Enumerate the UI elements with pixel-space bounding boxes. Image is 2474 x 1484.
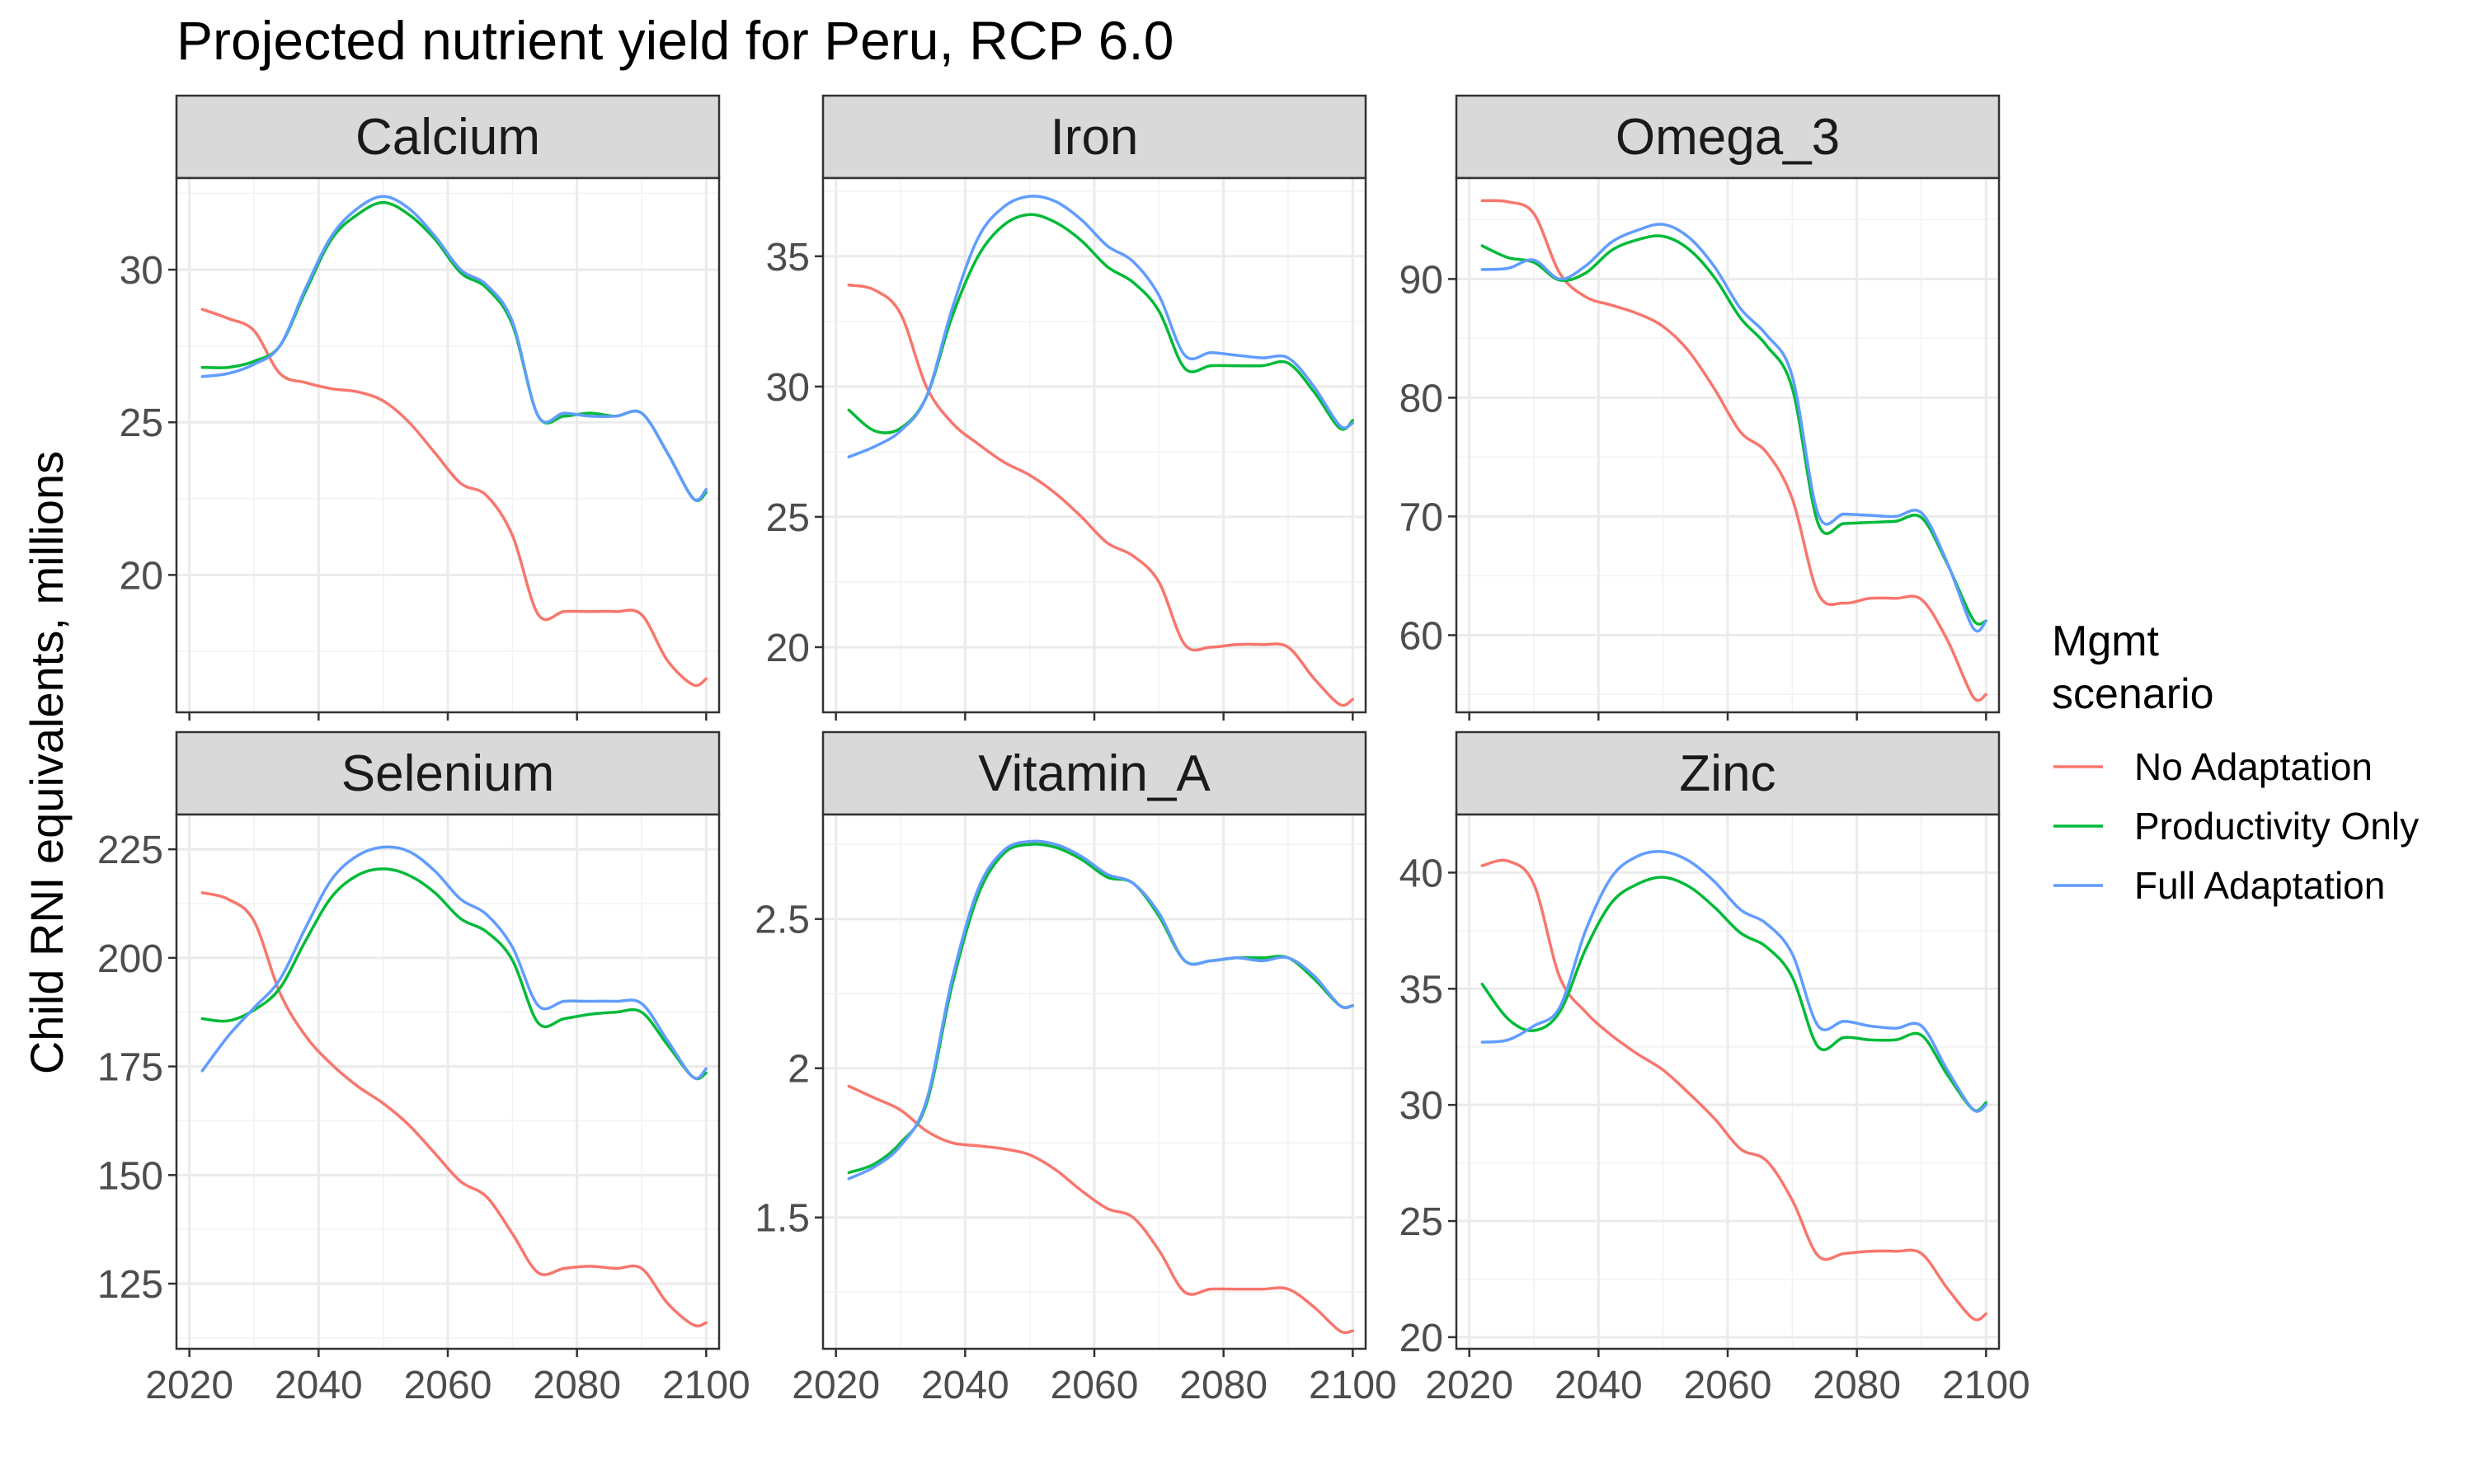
x-tick-label: 2100 — [662, 1364, 750, 1407]
y-tick-label: 30 — [766, 366, 810, 410]
y-tick-label: 125 — [97, 1263, 163, 1307]
y-tick-label: 2.5 — [755, 899, 810, 942]
facet-label: Selenium — [341, 745, 554, 802]
y-tick-label: 90 — [1399, 258, 1443, 302]
facet-strip — [821, 94, 1367, 180]
y-tick-label: 35 — [766, 236, 810, 279]
panel-calcium: Calcium 20 25 30 — [120, 94, 721, 721]
panel-selenium: Selenium 125 150 175 200 225 2020 2040 2060 2080 2… — [97, 730, 750, 1407]
x-tick-label: 2060 — [1051, 1364, 1139, 1407]
y-tick-label: 30 — [1399, 1084, 1443, 1128]
y-tick-label: 70 — [1399, 495, 1443, 539]
facet-label: Omega_3 — [1616, 109, 1840, 166]
x-tick-label: 2100 — [1309, 1364, 1397, 1407]
x-tick-label: 2100 — [1942, 1364, 2030, 1407]
legend-title: Mgmt — [2052, 618, 2160, 665]
legend-label-no-adaptation: No Adaptation — [2134, 745, 2373, 788]
facet-strip — [175, 730, 721, 816]
x-tick-label: 2040 — [1554, 1364, 1643, 1407]
facet-strip — [1455, 730, 2001, 816]
x-tick-label: 2020 — [1425, 1364, 1513, 1407]
series-line-productivity-only — [200, 867, 708, 1081]
series-line-full-adaptation — [1480, 223, 1988, 633]
series-line-no-adaptation — [200, 308, 708, 688]
x-tick-label: 2080 — [533, 1364, 621, 1407]
x-tick-label: 2080 — [1179, 1364, 1268, 1407]
y-tick-label: 80 — [1399, 377, 1443, 420]
series-line-full-adaptation — [200, 195, 708, 502]
x-tick-label: 2040 — [921, 1364, 1009, 1407]
y-tick-label: 40 — [1399, 852, 1443, 895]
x-tick-label: 2020 — [145, 1364, 233, 1407]
series-line-no-adaptation — [847, 1084, 1355, 1335]
series-line-full-adaptation — [1480, 850, 1988, 1113]
facet-label: Vitamin_A — [978, 745, 1211, 802]
facet-label: Iron — [1051, 109, 1139, 166]
series-line-full-adaptation — [847, 195, 1355, 458]
x-tick-label: 2040 — [275, 1364, 363, 1407]
series-line-productivity-only — [1480, 876, 1988, 1112]
x-tick-label: 2020 — [792, 1364, 880, 1407]
panel-omega-3: Omega_3 60 70 80 90 — [1399, 94, 2001, 721]
y-tick-label: 20 — [120, 554, 163, 598]
series-line-no-adaptation — [1480, 858, 1988, 1322]
y-tick-label: 2 — [788, 1048, 810, 1092]
panel-iron: Iron 20 25 30 35 — [766, 94, 1367, 721]
y-tick-label: 25 — [766, 496, 810, 540]
chart-title: Projected nutrient yield for Peru, RCP 6… — [176, 10, 1174, 71]
y-tick-label: 25 — [120, 402, 163, 445]
y-tick-label: 25 — [1399, 1200, 1443, 1244]
y-tick-label: 175 — [97, 1046, 163, 1090]
y-tick-label: 150 — [97, 1154, 163, 1198]
series-line-no-adaptation — [1480, 199, 1988, 702]
legend-label-productivity-only: Productivity Only — [2134, 805, 2419, 848]
legend-title: scenario — [2052, 670, 2214, 718]
panel-zinc: Zinc 20 25 30 35 40 2020 2040 2060 2080 2100 — [1399, 730, 2030, 1407]
y-tick-label: 20 — [1399, 1317, 1443, 1360]
y-axis-title: Child RNI equivalents, millions — [21, 451, 73, 1074]
series-line-full-adaptation — [200, 845, 708, 1080]
facet-strip — [1455, 94, 2001, 180]
series-line-no-adaptation — [200, 891, 708, 1328]
facet-label: Zinc — [1679, 745, 1776, 802]
series-line-full-adaptation — [847, 839, 1355, 1181]
facet-strip — [175, 94, 721, 180]
legend-label-full-adaptation: Full Adaptation — [2134, 864, 2385, 907]
y-tick-label: 35 — [1399, 968, 1443, 1012]
facet-label: Calcium — [355, 109, 540, 166]
panel-vitamin-a: Vitamin_A 1.5 2 2.5 2020 2040 2060 2080 2100 — [755, 730, 1397, 1407]
facet-panels: Calcium 20 25 30 Iron 20 25 30 35 Omega_3 60 70 80 90… — [97, 94, 2030, 1407]
series-line-productivity-only — [1480, 234, 1988, 626]
y-tick-label: 60 — [1399, 614, 1443, 658]
y-tick-label: 1.5 — [755, 1197, 810, 1241]
legend: Mgmt scenario No Adaptation Productivity On… — [2052, 618, 2419, 907]
x-tick-label: 2060 — [404, 1364, 492, 1407]
x-tick-label: 2060 — [1684, 1364, 1772, 1407]
y-tick-label: 20 — [766, 627, 810, 670]
facet-strip — [821, 730, 1367, 816]
y-tick-label: 225 — [97, 829, 163, 872]
y-tick-label: 200 — [97, 937, 163, 981]
y-tick-label: 30 — [120, 249, 163, 293]
x-tick-label: 2080 — [1813, 1364, 1901, 1407]
